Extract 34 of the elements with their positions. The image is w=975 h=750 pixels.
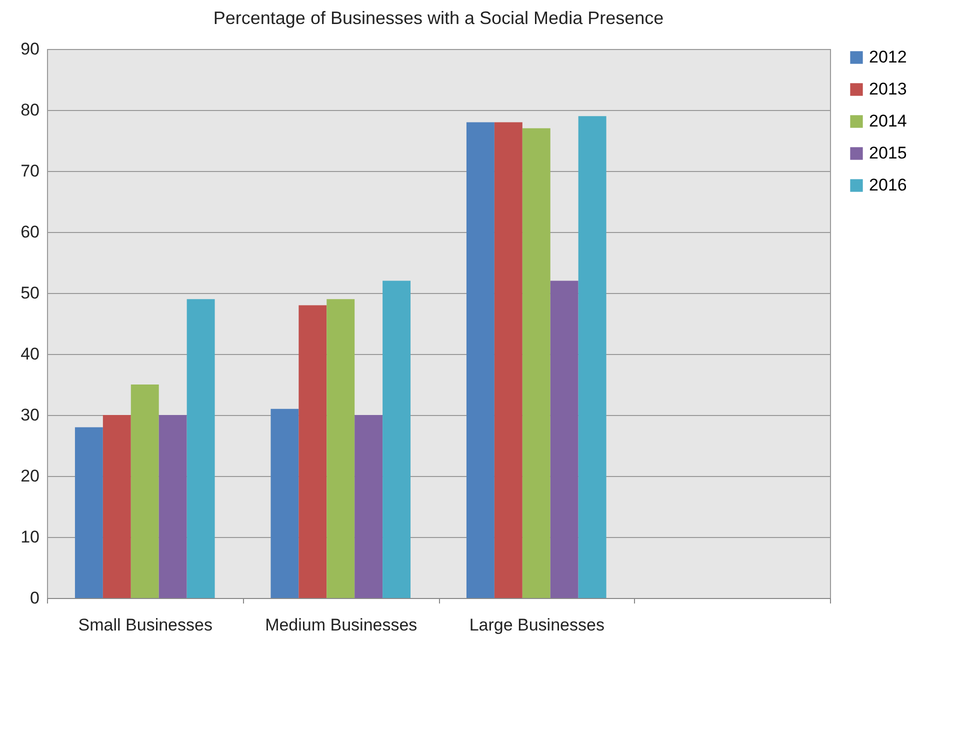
bar [102,415,131,598]
bar [158,415,187,598]
y-tick-label: 30 [20,406,40,424]
x-tick-label: Medium Businesses [265,616,418,634]
bar [130,384,159,598]
bar [354,415,383,598]
y-tick-label: 60 [20,222,40,242]
y-tick-label: 20 [20,466,40,486]
y-tick-label: 80 [20,100,40,120]
x-tick-label: Large Businesses [469,616,604,634]
y-tick-label: 10 [20,528,40,546]
bar [466,122,494,598]
x-tick-label: Small Businesses [78,616,212,634]
y-tick-label: 0 [30,588,40,608]
chart-title: Percentage of Businesses with a Social Media Presence [213,8,664,28]
bar [186,299,215,598]
legend-label: 2013 [869,80,907,98]
bar [550,280,578,598]
legend-label: 2016 [869,176,907,194]
bar [298,305,327,598]
bar [382,280,411,598]
y-tick-label: 90 [20,40,40,58]
bar [494,122,522,598]
bar [578,116,606,598]
y-tick-label: 40 [20,344,40,364]
bar [326,299,355,598]
bar [270,408,299,598]
bar [522,128,550,598]
bar [74,427,103,598]
legend-label: 2012 [869,48,907,66]
legend-label: 2014 [869,112,907,130]
y-tick-label: 50 [20,284,40,302]
legend-label: 2015 [869,144,907,162]
y-tick-label: 70 [20,162,40,180]
